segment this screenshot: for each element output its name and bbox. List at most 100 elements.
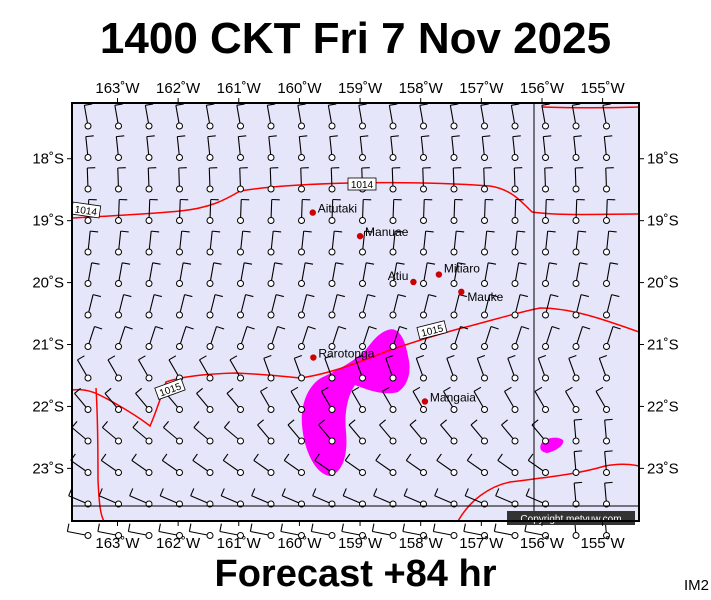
island-label: Aitutaki: [318, 202, 357, 216]
lat-tick-label: 18˚S: [647, 151, 679, 168]
wind-barb: [450, 167, 462, 193]
wind-barb: [297, 103, 306, 130]
wind-barb: [572, 418, 583, 445]
wind-barb: [603, 135, 613, 161]
isobar-label: 1015: [416, 320, 448, 340]
wind-barb: [510, 103, 520, 130]
wind-barb: [115, 230, 129, 256]
wind-barb: [481, 230, 495, 256]
wind-barb: [405, 453, 427, 476]
wind-barb: [504, 386, 519, 413]
wind-barb: [145, 167, 157, 193]
wind-barb: [501, 419, 519, 445]
wind-barb: [358, 103, 367, 130]
islands: Aitutaki Manuae Atiu Mitiaro Mauke Rarotonga M…: [309, 202, 504, 405]
wind-barb: [493, 523, 519, 539]
wind-barb: [511, 294, 528, 319]
lon-tick-label: 158˚W: [399, 80, 444, 97]
lat-tick-label: 21˚S: [647, 337, 679, 354]
wind-barb: [542, 135, 552, 161]
wind-barb: [263, 355, 275, 382]
wind-barb: [432, 523, 458, 539]
island-label: Mitiaro: [444, 262, 480, 276]
wind-barb: [328, 294, 345, 319]
wind-barb: [135, 387, 153, 413]
wind-barb: [114, 103, 123, 130]
wind-barb: [115, 167, 126, 193]
wind-barb: [420, 135, 430, 161]
wind-barb: [310, 523, 336, 539]
wind-barbs: [66, 103, 621, 539]
lon-tick-label: 155˚W: [581, 80, 626, 97]
svg-text:1014: 1014: [351, 180, 374, 191]
wind-barb: [206, 135, 216, 161]
wind-barb: [127, 523, 153, 539]
wind-barb: [176, 230, 190, 256]
wind-barb: [450, 135, 460, 161]
wind-barb: [314, 453, 336, 476]
map-background: [72, 103, 639, 521]
wind-barb: [237, 230, 251, 256]
wind-barb: [436, 453, 458, 476]
lon-tick-label: 160˚W: [277, 80, 322, 97]
wind-barb: [603, 167, 614, 193]
wind-barb: [571, 103, 581, 130]
rain-area-main: [301, 329, 410, 476]
map-area: 1014 1014 1015 1015 Aitutaki Manuae Atiu Mi…: [66, 102, 640, 539]
wind-barb: [327, 103, 337, 130]
wind-barb: [359, 326, 377, 350]
wind-barb: [84, 262, 100, 287]
wind-barb: [176, 294, 193, 319]
wind-barb: [298, 326, 316, 350]
wind-barb: [511, 167, 523, 193]
wind-barb: [565, 386, 580, 413]
wind-barb: [382, 386, 397, 413]
wind-barb: [420, 294, 437, 319]
lon-tick-label: 155˚W: [581, 535, 626, 552]
wind-barb: [541, 103, 550, 130]
wind-barb: [206, 167, 218, 193]
wind-barb: [328, 230, 343, 256]
axis-ticks: 163˚W 163˚W 162˚W 162˚W 161˚W 161˚W 160˚W 160˚W…: [32, 80, 678, 552]
wind-barb: [341, 523, 366, 539]
wind-barb: [388, 103, 398, 130]
wind-barb: [237, 167, 248, 193]
wind-barb: [298, 230, 312, 256]
wind-barb: [542, 262, 558, 287]
wind-barb: [449, 103, 459, 130]
wind-barb: [344, 453, 366, 476]
wind-barb: [132, 421, 153, 445]
wind-barb: [409, 419, 427, 445]
wind-barb: [511, 135, 521, 161]
model-label: IM2: [683, 577, 709, 594]
wind-barb: [481, 294, 498, 319]
wind-barb: [226, 387, 244, 413]
island-marker: Mauke: [458, 288, 504, 304]
wind-barb: [283, 453, 305, 476]
wind-barb: [481, 326, 499, 350]
wind-barb: [266, 103, 276, 130]
wind-barb: [237, 294, 254, 319]
wind-barb: [267, 326, 286, 350]
wind-barb: [537, 355, 549, 382]
wind-barb: [206, 294, 223, 319]
wind-barb: [495, 488, 519, 508]
wind-barb: [267, 198, 280, 224]
wind-barb: [298, 198, 311, 224]
wind-barb: [145, 294, 162, 319]
wind-barb: [481, 262, 497, 287]
wind-barb: [219, 523, 244, 539]
wind-barb: [66, 523, 92, 539]
wind-barb: [101, 421, 122, 445]
wind-barb: [206, 326, 225, 350]
wind-barb: [476, 355, 488, 382]
wind-barb: [223, 421, 244, 445]
wind-barb: [176, 262, 192, 287]
wind-barb: [572, 230, 587, 256]
isobar-labels: 1014 1014 1015 1015: [70, 177, 448, 400]
lon-tick-label: 163˚W: [95, 535, 140, 552]
wind-barb: [379, 419, 397, 445]
island-label: Atiu: [388, 269, 409, 283]
island-marker: Aitutaki: [309, 202, 357, 216]
wind-barb: [542, 167, 553, 193]
